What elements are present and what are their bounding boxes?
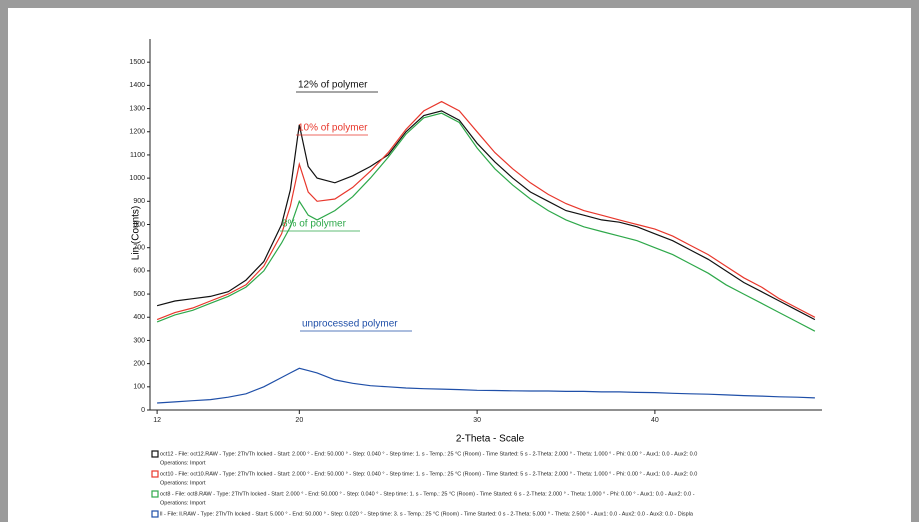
legend-entry: oct12 - File: oct12.RAW - Type: 2Th/Th l… xyxy=(160,451,697,457)
y-tick-label: 1400 xyxy=(129,82,145,89)
y-tick-label: 200 xyxy=(133,360,145,367)
legend-swatch xyxy=(151,450,159,458)
x-axis-label: 2-Theta - Scale xyxy=(456,434,525,445)
legend-swatch xyxy=(151,490,159,498)
series-line xyxy=(156,100,816,321)
annotation: 10% of polymer xyxy=(298,123,368,134)
y-axis-label: Lin (Counts) xyxy=(131,206,142,260)
y-tick-label: 1300 xyxy=(129,105,145,112)
legend-note: Operations: Import xyxy=(160,500,206,506)
legend-entry: oct8 - File: oct8.RAW - Type: 2Th/Th loc… xyxy=(160,491,695,497)
x-tick-label: 30 xyxy=(473,417,481,424)
y-tick-label: 100 xyxy=(133,384,145,391)
chart: Lin (Counts) 2-Theta - Scale 0 100 200 300 4… xyxy=(129,39,822,518)
x-tick-label: 20 xyxy=(295,417,303,424)
y-tick-label: 0 xyxy=(141,407,145,414)
y-tick-label: 1000 xyxy=(129,175,145,182)
legend-swatch xyxy=(151,470,159,478)
y-tick-label: 600 xyxy=(133,268,145,275)
x-tick-label: 12 xyxy=(153,417,161,424)
legend-swatch xyxy=(151,510,159,518)
y-tick-label: 700 xyxy=(133,245,145,252)
legend-entry: ll - File: ll.RAW - Type: 2Th/Th locked … xyxy=(160,511,694,517)
series-line xyxy=(156,112,816,332)
annotation: 8% of polymer xyxy=(282,219,347,230)
annotation: 12% of polymer xyxy=(298,80,368,91)
y-tick-label: 400 xyxy=(133,314,145,321)
y-tick-label: 1200 xyxy=(129,129,145,136)
y-tick-label: 500 xyxy=(133,291,145,298)
y-tick-label: 800 xyxy=(133,221,145,228)
y-tick-label: 300 xyxy=(133,337,145,344)
y-tick-label: 900 xyxy=(133,198,145,205)
legend-note: Operations: Import xyxy=(160,460,206,466)
series-line xyxy=(157,367,815,404)
series-line xyxy=(156,110,816,321)
legend-entry: oct10 - File: oct10.RAW - Type: 2Th/Th l… xyxy=(160,471,697,477)
annotation: unprocessed polymer xyxy=(302,319,398,330)
y-tick-label: 1100 xyxy=(130,152,145,159)
y-tick-label: 1500 xyxy=(129,59,145,66)
legend-note: Operations: Import xyxy=(160,480,206,486)
x-tick-label: 40 xyxy=(651,417,659,424)
